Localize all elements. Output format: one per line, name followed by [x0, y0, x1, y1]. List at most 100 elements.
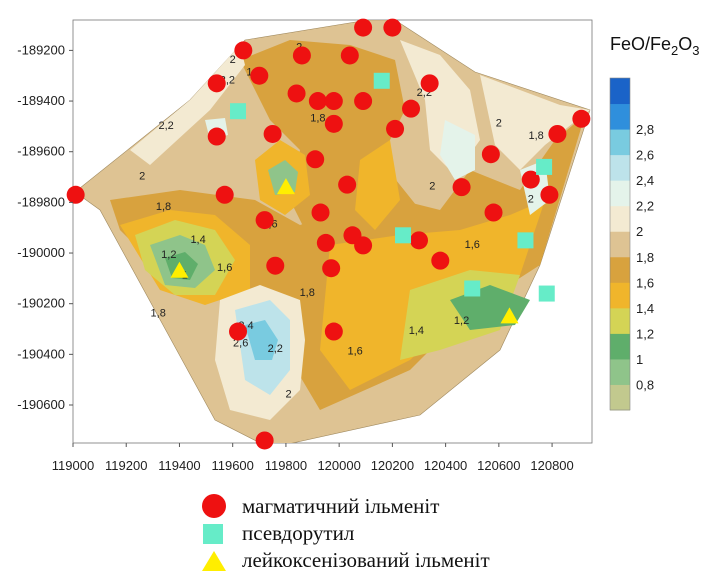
legend-marker-pseudorutile: [203, 523, 223, 544]
pseudorutile-point: [517, 232, 534, 249]
magmatic-ilmenite-point: [308, 92, 327, 111]
contour-label: 1,8: [300, 287, 315, 299]
colorbar-segment: [610, 205, 630, 232]
colorbar-tick-label: 2,6: [636, 148, 654, 163]
magmatic-ilmenite-point: [338, 175, 357, 194]
magmatic-ilmenite-point: [540, 185, 559, 204]
colorbar: 0,8 1 1,2 1,4 1,6 1,8 2 2,2 2,4 2,6 2,8: [609, 77, 654, 411]
contour-label: 1,4: [409, 325, 424, 337]
colorbar-segment: [610, 129, 630, 156]
band-1-6-center-core: [268, 160, 298, 195]
band-1-6-mid: [355, 140, 400, 230]
colorbar-title-sub1: 2: [671, 43, 678, 58]
band-2-2-east: [480, 75, 590, 170]
legend-marker-magmatic: [202, 494, 226, 518]
contour-label: 2,2: [268, 343, 283, 355]
pseudorutile-point: [538, 285, 555, 302]
magmatic-ilmenite-point: [311, 203, 330, 222]
band-2-4-east: [440, 120, 475, 180]
colorbar-segment: [610, 180, 630, 207]
red-circle-icon: [202, 494, 226, 518]
colorbar-segment: [610, 103, 630, 130]
magmatic-ilmenite-point: [484, 203, 503, 222]
magmatic-ilmenite-point: [324, 114, 343, 133]
y-tick-label: -190000: [17, 245, 65, 260]
colorbar-title-mid: O: [678, 34, 692, 54]
magmatic-ilmenite-point: [263, 124, 282, 143]
magmatic-ilmenite-point: [383, 18, 402, 37]
sample-markers: [66, 18, 591, 450]
contour-label: 2: [528, 193, 534, 205]
magmatic-ilmenite-point: [287, 84, 306, 103]
legend-marker-leucoxenized: [202, 550, 226, 571]
colorbar-title: FeO/Fe2O3: [610, 34, 700, 58]
colorbar-tick-label: 0,8: [636, 377, 654, 392]
x-tick-label: 119600: [211, 458, 253, 473]
contour-label: 2: [286, 388, 292, 400]
colorbar-segment: [610, 358, 630, 385]
x-tick-label: 119000: [52, 458, 94, 473]
magmatic-ilmenite-point: [431, 251, 450, 270]
band-2-6-south: [245, 320, 278, 360]
magmatic-ilmenite-point: [306, 150, 325, 169]
magmatic-ilmenite-point: [66, 185, 85, 204]
contour-label: 1,2: [161, 249, 176, 261]
x-axis-ticks: 119000 119200 119400 119600 119800 120000 1202…: [52, 443, 574, 473]
magmatic-ilmenite-point: [292, 46, 311, 65]
colorbar-segment: [610, 256, 630, 283]
yellow-triangle-icon: [202, 550, 226, 571]
magmatic-ilmenite-point: [207, 127, 226, 146]
pseudorutile-point: [536, 158, 553, 175]
legend-item-pseudorutile: псевдорутил: [200, 521, 354, 546]
colorbar-frame: [609, 77, 631, 411]
magmatic-ilmenite-point: [324, 322, 343, 341]
contour-label: 2: [429, 181, 435, 193]
x-tick-label: 120200: [371, 458, 414, 473]
legend-item-leucoxenized: лейкоксенізований ільменіт: [200, 548, 490, 573]
colorbar-tick-label: 2,8: [636, 122, 654, 137]
magmatic-ilmenite-point: [354, 18, 373, 37]
magmatic-ilmenite-point: [250, 66, 269, 85]
magmatic-ilmenite-point: [255, 431, 274, 450]
y-tick-label: -190600: [17, 397, 65, 412]
y-tick-label: -189600: [17, 144, 65, 159]
x-tick-label: 119400: [158, 458, 200, 473]
colorbar-tick-label: 2: [636, 224, 643, 239]
magmatic-ilmenite-point: [420, 74, 439, 93]
colorbar-segment: [610, 282, 630, 309]
colorbar-tick-label: 1,2: [636, 326, 654, 341]
legend-label-magmatic: магматичний ільменіт: [242, 493, 440, 518]
colorbar-tick-label: 2,4: [636, 173, 654, 188]
magmatic-ilmenite-point: [215, 185, 234, 204]
colorbar-segment: [610, 231, 630, 258]
x-tick-label: 119800: [265, 458, 307, 473]
magmatic-ilmenite-point: [521, 170, 540, 189]
magmatic-ilmenite-point: [316, 233, 335, 252]
magmatic-ilmenite-point: [322, 259, 341, 278]
pseudorutile-point: [395, 227, 412, 244]
magmatic-ilmenite-point: [266, 256, 285, 275]
contour-label: 2: [139, 171, 145, 183]
magmatic-ilmenite-point: [340, 46, 359, 65]
leucoxenized-ilmenite-point: [500, 307, 519, 324]
contour-label: 1,8: [156, 201, 171, 213]
contour-label: 1,6: [465, 239, 480, 251]
colorbar-segment: [610, 78, 630, 105]
x-tick-label: 120400: [424, 458, 467, 473]
magmatic-ilmenite-point: [229, 322, 248, 341]
magmatic-ilmenite-point: [324, 92, 343, 111]
magmatic-ilmenite-point: [255, 211, 274, 230]
contour-fills: [74, 20, 591, 443]
colorbar-segment: [610, 307, 630, 334]
contour-label: 1,6: [347, 345, 362, 357]
contour-label: 2: [230, 54, 236, 66]
contour-label: 1,8: [528, 130, 543, 142]
magmatic-ilmenite-point: [410, 231, 428, 250]
magmatic-ilmenite-point: [386, 119, 405, 138]
contour-label: 2,2: [159, 120, 174, 132]
colorbar-tick-label: 1,6: [636, 275, 654, 290]
magmatic-ilmenite-point: [354, 236, 373, 255]
contour-labels: 22,21,822,21,821,81,61,41,21,611,81,82,4…: [139, 41, 544, 400]
contour-label: 1,4: [190, 234, 205, 246]
